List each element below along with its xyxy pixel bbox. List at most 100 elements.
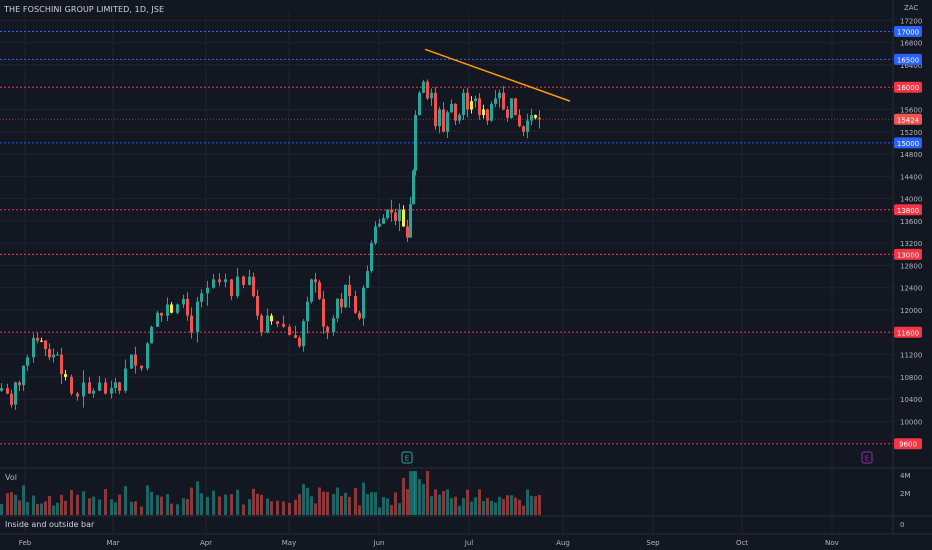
price-tick-label: 16400	[900, 62, 922, 70]
candle-body	[252, 276, 255, 297]
price-tick-label: 15600	[900, 106, 922, 114]
volume-bar	[18, 500, 21, 515]
volume-bar	[140, 506, 143, 515]
volume-bar	[242, 504, 245, 515]
candle-body	[22, 365, 25, 386]
volume-bar	[340, 495, 343, 515]
volume-bar	[518, 499, 521, 515]
candle-body	[140, 365, 143, 369]
candle-body	[462, 92, 465, 116]
price-axis[interactable]: 17200 16800 16400 15600 15200 14800 14400 14000…	[894, 17, 922, 529]
volume-bar	[190, 487, 193, 515]
candle-body	[310, 279, 313, 302]
volume-bar	[276, 500, 279, 515]
earnings-marker[interactable]	[861, 451, 873, 464]
candle-body	[446, 112, 449, 132]
candle-body	[370, 243, 373, 272]
volume-bar	[14, 494, 17, 515]
volume-bar	[426, 471, 429, 515]
candle-body	[442, 109, 445, 132]
volume-bar	[170, 503, 173, 515]
candle-body	[14, 382, 17, 405]
volume-label[interactable]: Vol	[5, 473, 17, 482]
resistance-trendline[interactable]	[424, 48, 571, 102]
volume-bar	[530, 495, 533, 515]
volume-bar	[236, 489, 239, 515]
candle-body	[248, 276, 251, 285]
volume-bar	[260, 494, 263, 515]
volume-series	[0, 471, 541, 515]
volume-bar	[256, 493, 259, 515]
volume-bar	[60, 494, 63, 515]
level-price-tag	[894, 248, 922, 260]
level-price-tag	[894, 81, 922, 93]
volume-bar	[282, 501, 285, 515]
price-tick-label: 15200	[900, 129, 922, 137]
volume-bar	[88, 498, 91, 515]
candle-body	[434, 92, 437, 127]
volume-bar	[32, 495, 35, 515]
candle-body	[430, 92, 433, 99]
candle-body	[276, 321, 279, 324]
time-tick-label: Apr	[200, 539, 212, 547]
candle-body	[478, 98, 481, 116]
price-tick-label: 14000	[900, 196, 922, 204]
trendline-layer[interactable]	[424, 48, 571, 102]
candle-body	[418, 92, 421, 116]
candle-body	[206, 287, 209, 294]
candle-body	[454, 103, 457, 121]
volume-bar	[196, 481, 199, 515]
candle-body	[182, 298, 185, 305]
time-axis[interactable]: Feb Mar Apr May Jun Jul Aug Sep Oct Nov	[19, 539, 839, 547]
candle-body	[426, 81, 429, 99]
candle-body	[156, 312, 159, 327]
indicator-label[interactable]: Inside and outside bar	[5, 520, 95, 529]
candle-body	[212, 279, 215, 288]
volume-bar	[212, 490, 215, 515]
volume-bar	[186, 499, 189, 515]
candle-body	[160, 312, 163, 316]
candle-body	[130, 354, 133, 369]
price-tick-label: 10000	[900, 418, 922, 426]
volume-bar	[26, 502, 29, 515]
volume-bar	[40, 503, 43, 515]
volume-bar	[494, 502, 497, 515]
candle-body	[256, 296, 259, 316]
level-price-label: 13800	[897, 207, 919, 215]
candle-body	[56, 354, 59, 356]
volume-bar	[394, 492, 397, 515]
volume-bar	[534, 496, 537, 515]
volume-bar	[362, 482, 365, 515]
volume-bar	[498, 496, 501, 515]
level-price-tag	[894, 326, 922, 338]
candle-body	[538, 117, 541, 120]
candle-body	[52, 354, 55, 358]
volume-bar	[438, 494, 441, 515]
candle-body	[366, 271, 369, 288]
level-price-tag	[894, 137, 922, 149]
volume-bar	[414, 471, 417, 515]
volume-bar	[0, 503, 3, 515]
volume-bar	[150, 491, 153, 515]
time-tick-label: Aug	[556, 539, 570, 547]
candle-body	[398, 209, 401, 221]
earnings-marker[interactable]	[401, 451, 413, 464]
volume-bar	[386, 498, 389, 515]
candle-body	[92, 390, 95, 394]
volume-bar	[118, 494, 121, 515]
volume-bar	[326, 492, 329, 515]
candle-body	[344, 284, 347, 308]
volume-bar	[294, 499, 297, 515]
last-price-tag	[894, 113, 922, 125]
volume-bar	[6, 493, 9, 515]
volume-bar	[478, 489, 481, 515]
candle-body	[326, 326, 329, 333]
candle-body	[336, 298, 339, 319]
volume-bar	[252, 488, 255, 515]
level-price-label: 16000	[897, 84, 919, 92]
time-tick-label: May	[282, 539, 296, 547]
candle-body	[70, 376, 73, 394]
candle-body	[340, 298, 343, 308]
